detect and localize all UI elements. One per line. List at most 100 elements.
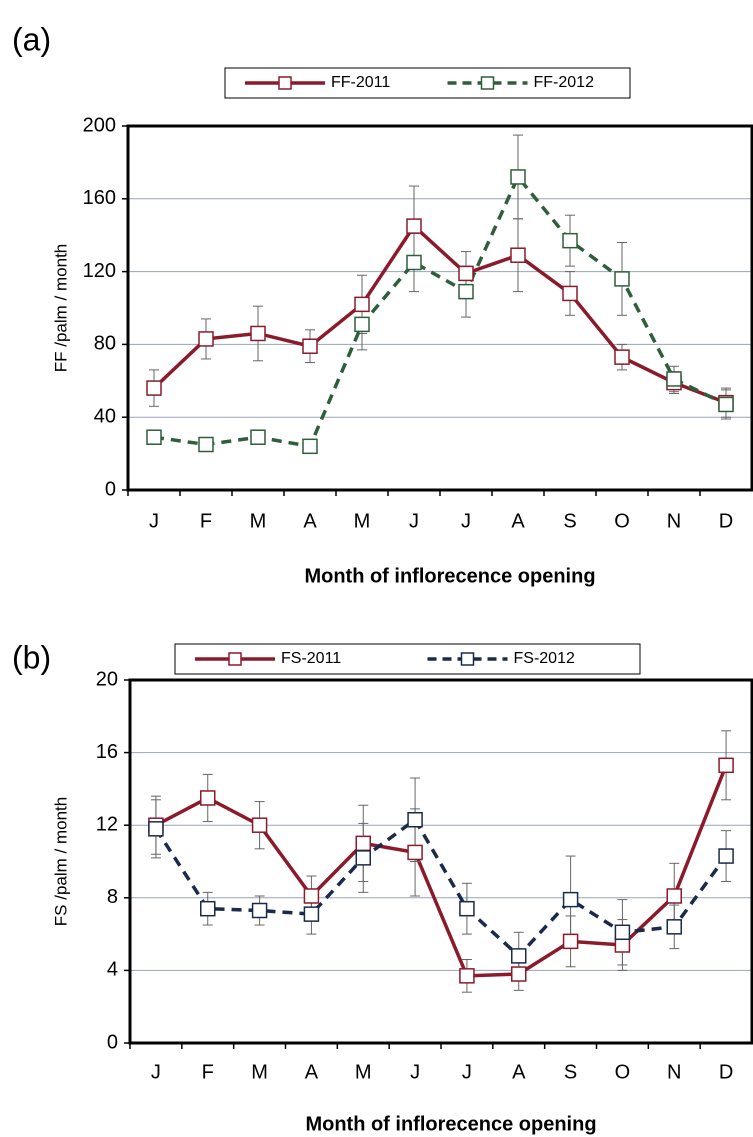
y-tick-label: 120: [83, 260, 116, 282]
point-marker: [251, 902, 268, 919]
panel-label: (b): [12, 639, 51, 675]
x-tick-label: F: [200, 510, 212, 532]
point-marker: [200, 790, 216, 806]
series-line: [153, 173, 727, 449]
y-tick-label: 8: [107, 886, 118, 908]
point-marker: [355, 835, 371, 852]
point-marker: [666, 371, 682, 387]
point-marker: [718, 757, 734, 774]
x-tick-label: S: [563, 510, 576, 532]
series-line: [152, 223, 727, 405]
x-tick-label: A: [511, 510, 525, 532]
point-marker: [250, 325, 266, 342]
x-tick-label: J: [462, 1061, 472, 1083]
point-marker: [302, 438, 318, 455]
plot-frame: [128, 678, 753, 1045]
point-marker: [614, 924, 631, 941]
x-tick-label: J: [151, 1061, 161, 1083]
point-marker: [562, 285, 578, 302]
y-tick-label: 16: [96, 741, 118, 763]
y-axis-title: FS /palm / month: [51, 797, 70, 926]
x-tick-label: M: [251, 1061, 268, 1083]
legend-label: FF-2012: [534, 74, 595, 91]
point-marker: [303, 906, 320, 922]
plot-frame: [126, 124, 753, 492]
point-marker: [148, 821, 164, 837]
x-tick-label: F: [202, 1061, 214, 1083]
x-tick-label: M: [250, 510, 267, 532]
panel-label: (a): [12, 21, 51, 57]
point-marker: [406, 218, 422, 234]
point-marker: [354, 316, 370, 333]
point-marker: [303, 888, 320, 904]
x-tick-label: J: [149, 510, 159, 532]
x-tick-label: M: [354, 510, 371, 532]
point-marker: [198, 436, 214, 453]
x-tick-label: J: [461, 510, 471, 532]
x-tick-label: A: [305, 1061, 319, 1083]
y-tick-label: 0: [105, 478, 116, 500]
legend-label: FS-2011: [281, 650, 341, 667]
point-marker: [666, 919, 682, 935]
y-tick-label: 0: [107, 1031, 118, 1053]
point-marker: [355, 850, 371, 866]
point-marker: [198, 331, 214, 347]
point-marker: [407, 812, 423, 828]
point-marker: [406, 254, 422, 271]
point-marker: [666, 888, 682, 904]
point-marker: [614, 271, 630, 287]
point-marker: [718, 848, 734, 864]
point-marker: [459, 968, 475, 984]
x-tick-label: M: [355, 1061, 372, 1083]
y-axis-title: FF /palm / month: [51, 244, 70, 372]
x-tick-label: O: [615, 1061, 631, 1083]
point-marker: [562, 891, 579, 908]
point-marker: [354, 296, 370, 313]
point-marker: [511, 966, 527, 982]
point-marker: [562, 232, 578, 249]
legend-label: FS-2012: [514, 650, 575, 667]
series-line: [155, 764, 728, 978]
x-tick-label: O: [614, 510, 630, 532]
point-marker: [614, 937, 631, 953]
point-marker: [458, 283, 474, 300]
point-marker: [146, 380, 162, 396]
point-marker: [407, 844, 423, 861]
point-marker: [251, 817, 268, 833]
point-marker: [718, 396, 734, 413]
x-tick-label: S: [564, 1061, 577, 1083]
y-tick-label: 12: [96, 813, 118, 835]
y-tick-label: 4: [107, 959, 118, 981]
x-tick-label: D: [719, 510, 733, 532]
x-axis-title: Month of inflorecence opening: [304, 565, 595, 587]
x-axis-title: Month of inflorecence opening: [305, 1113, 596, 1135]
legend-marker: [278, 76, 292, 90]
x-tick-label: N: [667, 510, 681, 532]
point-marker: [562, 933, 579, 950]
y-tick-label: 80: [94, 333, 116, 355]
point-marker: [614, 349, 630, 365]
y-tick-label: 40: [94, 405, 116, 427]
point-marker: [459, 900, 475, 917]
y-tick-label: 20: [96, 668, 118, 690]
legend-label: FF-2011: [331, 74, 390, 91]
x-tick-label: A: [512, 1061, 526, 1083]
y-tick-label: 160: [83, 187, 116, 209]
point-marker: [250, 429, 266, 445]
point-marker: [510, 169, 526, 185]
point-marker: [200, 900, 216, 917]
x-tick-label: A: [303, 510, 317, 532]
point-marker: [146, 429, 162, 445]
point-marker: [511, 948, 527, 964]
point-marker: [302, 338, 318, 354]
x-tick-label: J: [409, 510, 419, 532]
legend-marker: [480, 76, 495, 90]
point-marker: [458, 265, 474, 282]
x-tick-label: N: [667, 1061, 681, 1083]
point-marker: [510, 247, 526, 263]
y-tick-label: 200: [83, 114, 116, 136]
x-tick-label: J: [410, 1061, 420, 1083]
series-line: [154, 817, 728, 959]
x-tick-label: D: [719, 1061, 733, 1083]
